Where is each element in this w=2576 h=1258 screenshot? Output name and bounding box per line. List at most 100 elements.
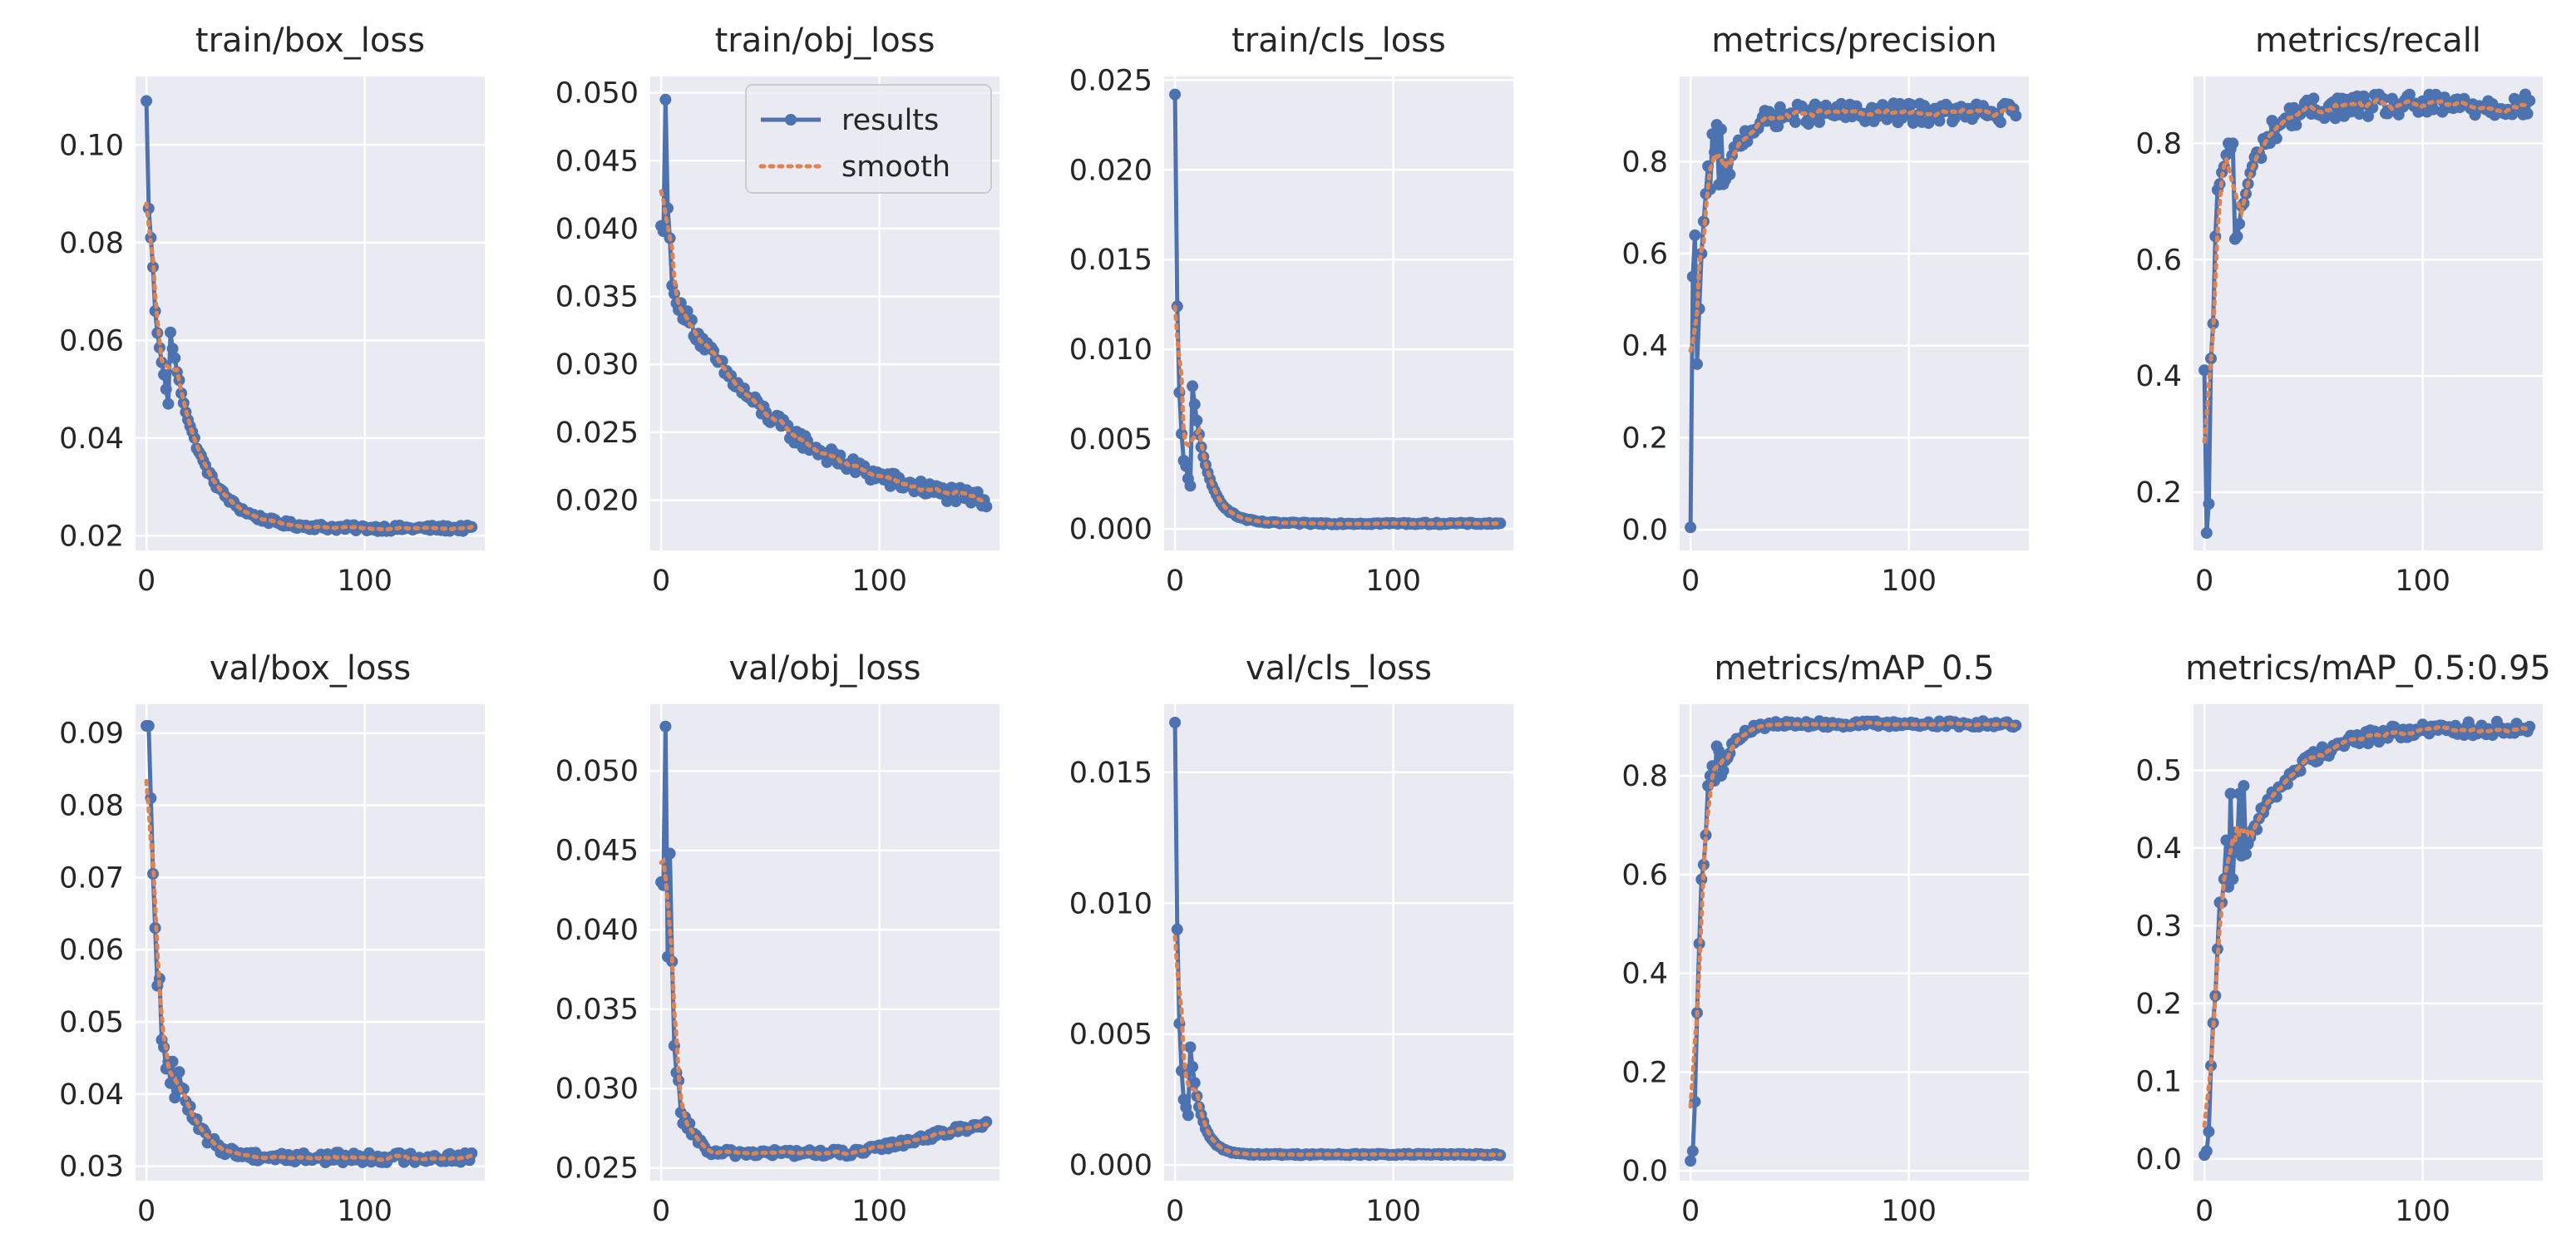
y-tick-label: 0.6 <box>1621 238 1668 271</box>
x-tick-label: 0 <box>2195 565 2213 598</box>
results-point <box>1994 116 2006 128</box>
y-tick-label: 0.040 <box>555 914 639 947</box>
y-tick-label: 0.2 <box>1621 1056 1668 1089</box>
results-point <box>1188 398 1201 411</box>
subplot-val-cls-loss: 0.000 0.005 0.010 0.015 0 100 val/cls_loss <box>1069 649 1513 1228</box>
results-point <box>2270 132 2282 145</box>
smooth-line <box>1172 304 1503 526</box>
subplot-title: metrics/mAP_0.5:0.95 <box>2185 649 2551 688</box>
results-point <box>1187 380 1199 392</box>
smooth-line <box>659 189 989 506</box>
results-point <box>2200 1145 2213 1157</box>
results-point <box>1169 717 1182 728</box>
results-point <box>821 456 833 468</box>
results-point <box>2205 1059 2217 1072</box>
y-tick-label: 0.2 <box>1621 422 1668 455</box>
results-point <box>166 343 179 355</box>
subplot-title: train/obj_loss <box>715 22 935 60</box>
results-point <box>1182 1109 1194 1122</box>
results-point <box>2524 95 2536 107</box>
y-tick-label: 0.8 <box>1621 760 1668 793</box>
subplot-train-cls-loss: 0.000 0.005 0.010 0.015 0.020 0.025 0 100 train/… <box>1069 22 1513 598</box>
subplot-title: metrics/precision <box>1711 22 1997 60</box>
results-point <box>1169 88 1182 101</box>
y-tick-label: 0.050 <box>555 77 639 111</box>
plot-area <box>2194 76 2543 550</box>
results-point <box>142 720 155 732</box>
x-tick-label: 100 <box>851 565 907 598</box>
x-tick-label: 0 <box>652 1195 670 1228</box>
results-point <box>2224 787 2237 800</box>
results-point <box>1180 460 1192 472</box>
subplot-metrics-map-0-5-0-95: 0.0 0.1 0.2 0.3 0.4 0.5 0 100 metrics/mAP_0.5:0.… <box>2135 649 2551 1228</box>
subplot-title: val/obj_loss <box>728 649 920 688</box>
results-point <box>1724 168 1736 180</box>
plot-area <box>1164 704 1513 1181</box>
subplot-title: metrics/recall <box>2255 22 2481 60</box>
results-point <box>2521 107 2534 120</box>
results-point <box>2203 1126 2215 1138</box>
results-point <box>173 1066 185 1078</box>
x-tick-label: 100 <box>1365 565 1421 598</box>
subplot-metrics-recall: 0.2 0.4 0.6 0.8 0 100 metrics/recall <box>2135 22 2543 598</box>
results-point <box>1191 414 1203 427</box>
y-tick-label: 0.04 <box>59 422 124 456</box>
y-tick-label: 0.4 <box>1621 330 1668 363</box>
x-tick-label: 100 <box>1881 565 1937 598</box>
results-point <box>980 501 993 513</box>
y-tick-label: 0.4 <box>2135 360 2182 393</box>
y-tick-label: 0.03 <box>59 1151 124 1184</box>
y-tick-label: 0.5 <box>2135 754 2182 787</box>
plot-area <box>136 76 485 550</box>
results-point <box>1905 98 1917 111</box>
results-point <box>1187 1061 1199 1073</box>
x-tick-label: 0 <box>1166 565 1184 598</box>
x-tick-label: 100 <box>1365 1195 1421 1228</box>
y-tick-label: 0.05 <box>59 1006 124 1039</box>
y-tick-label: 0.035 <box>555 994 639 1027</box>
smooth-line <box>2202 724 2532 1128</box>
plot-area <box>650 704 999 1181</box>
results-point <box>1713 745 1725 757</box>
x-tick-label: 0 <box>1681 1195 1700 1228</box>
y-tick-label: 0.09 <box>59 718 124 751</box>
y-tick-label: 0.005 <box>1069 1019 1152 1052</box>
y-tick-label: 0.005 <box>1069 423 1152 456</box>
results-point <box>162 397 175 410</box>
y-tick-label: 0.04 <box>59 1078 124 1112</box>
y-tick-label: 0.010 <box>1069 887 1152 920</box>
results-point <box>2427 103 2440 116</box>
results-point <box>1691 358 1703 370</box>
results-point <box>2203 498 2215 510</box>
x-tick-label: 0 <box>137 1195 155 1228</box>
y-tick-label: 0.025 <box>555 1152 639 1186</box>
results-point <box>165 326 176 338</box>
y-tick-label: 0.6 <box>2135 244 2182 277</box>
y-tick-label: 0.045 <box>555 145 639 178</box>
smooth-line <box>144 201 474 532</box>
y-tick-label: 0.06 <box>59 934 124 967</box>
y-tick-label: 0.045 <box>555 835 639 868</box>
subplot-train-box-loss: 0.02 0.04 0.06 0.08 0.10 0 100 train/box_loss <box>59 22 485 598</box>
y-tick-label: 0.2 <box>2135 988 2182 1021</box>
subplot-train-obj-loss: 0.020 0.025 0.030 0.035 0.040 0.045 0.050 0 100 t… <box>555 22 999 598</box>
x-tick-label: 0 <box>2195 1195 2213 1228</box>
results-point <box>2362 110 2374 122</box>
y-tick-label: 0.0 <box>1621 514 1668 547</box>
y-tick-label: 0.1 <box>2135 1065 2182 1098</box>
legend-results-label: results <box>841 104 939 137</box>
x-tick-label: 0 <box>137 565 155 598</box>
smooth-line <box>144 778 474 1162</box>
plot-area <box>1164 76 1513 550</box>
smooth-line <box>659 856 989 1157</box>
plot-area <box>136 704 485 1181</box>
results-point <box>659 93 672 106</box>
y-tick-label: 0.025 <box>1069 64 1152 97</box>
results-point <box>2240 848 2252 861</box>
results-point <box>1689 229 1701 241</box>
results-point <box>2010 110 2022 122</box>
results-point <box>1789 116 1802 128</box>
results-point <box>158 368 170 381</box>
results-point <box>2227 873 2239 886</box>
results-point <box>1700 829 1712 841</box>
